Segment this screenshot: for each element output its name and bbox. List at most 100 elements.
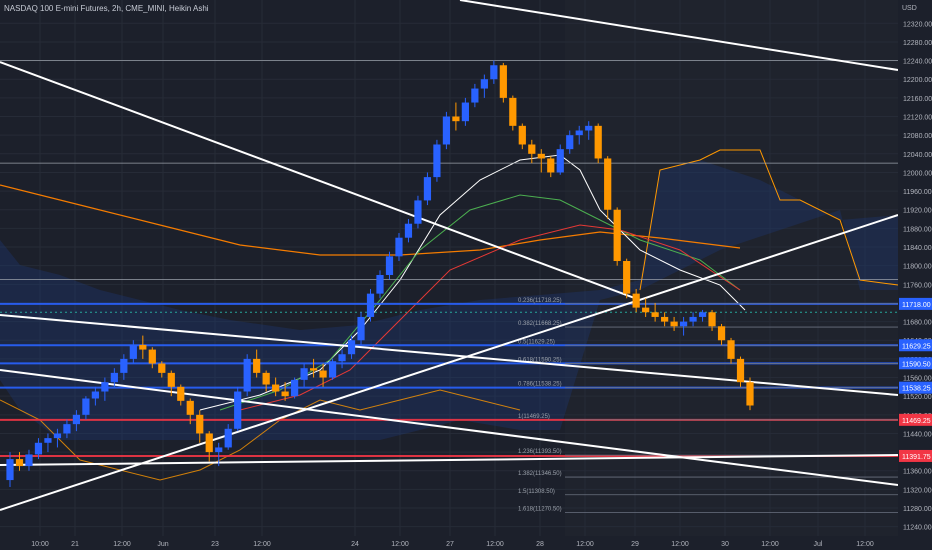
time-tick: 28: [536, 541, 544, 548]
time-tick: 12:00: [391, 541, 409, 548]
trend-line: [459, 0, 899, 71]
price-badge: [899, 449, 932, 462]
fib-label: 1.618(11270.50): [518, 506, 562, 512]
price-badge: [899, 413, 932, 426]
candle-body: [63, 424, 71, 434]
candle-body: [82, 398, 90, 415]
time-tick: 12:00: [671, 541, 689, 548]
candle-body: [537, 153, 545, 159]
candle-body: [281, 391, 289, 397]
candle-body: [404, 223, 413, 238]
candle-body: [613, 209, 621, 262]
price-badge-label: 11538.25: [902, 386, 931, 393]
price-badge: [899, 381, 932, 394]
candle-body: [196, 414, 204, 434]
cloud-top-line: [639, 149, 899, 291]
time-tick: Jun: [157, 541, 168, 548]
time-tick: 12:00: [576, 541, 594, 548]
price-tick: 11920.00: [903, 208, 932, 215]
candle-body: [442, 116, 451, 145]
ichimoku-cloud: [0, 160, 898, 440]
candle-body: [224, 428, 232, 448]
price-tick: 12160.00: [903, 96, 932, 103]
price-tick: 11520.00: [903, 394, 932, 401]
trend-line: [0, 369, 899, 486]
future-region-shade: [565, 0, 898, 536]
candle-body: [300, 368, 308, 380]
price-tick: 12280.00: [903, 40, 932, 47]
candle-body: [243, 358, 251, 392]
candle-body: [499, 65, 507, 98]
candle-body: [205, 433, 213, 453]
candle-body: [661, 316, 669, 322]
fib-label: 1.382(11346.50): [518, 471, 562, 477]
time-tick: 30: [721, 541, 729, 548]
candle-body: [262, 372, 270, 385]
chart-title: NASDAQ 100 E-mini Futures, 2h, CME_MINI,…: [4, 4, 209, 13]
price-tick: 11440.00: [903, 431, 932, 438]
time-tick: 29: [631, 541, 639, 548]
green-ma-line: [219, 194, 741, 411]
candle-body: [44, 438, 52, 443]
candle-body: [490, 65, 498, 80]
price-tick: 11840.00: [903, 245, 932, 252]
chart-style-label: Heikin Ashi: [168, 4, 209, 13]
candle-body: [651, 312, 659, 317]
candle-body: [234, 391, 242, 429]
fib-label: 1.5(11308.50): [518, 489, 555, 495]
price-badge: [899, 339, 932, 352]
price-tick: 11760.00: [903, 282, 932, 289]
price-tick: 11560.00: [903, 376, 932, 383]
price-tick: 12080.00: [903, 133, 932, 140]
price-badge-label: 11590.50: [902, 361, 931, 368]
time-tick: 10:00: [31, 541, 49, 548]
candle-body: [148, 349, 156, 364]
time-tick: Jul: [814, 541, 823, 548]
candle-body: [34, 442, 43, 455]
candle-body: [528, 144, 536, 154]
candle-body: [642, 307, 650, 313]
price-tick: 11360.00: [903, 469, 932, 476]
price-tick: 11680.00: [903, 320, 932, 327]
fib-levels: 0.236(11718.25) 0.382(11668.25) 0.5(11629.…: [518, 298, 898, 513]
trend-line: [0, 314, 899, 396]
candle-body: [177, 386, 185, 401]
price-tick: 12120.00: [903, 115, 932, 122]
candle-body: [452, 116, 460, 122]
candle-body: [480, 79, 488, 89]
candle-body: [53, 433, 62, 439]
candle-body: [291, 379, 299, 397]
candle-body: [575, 130, 583, 136]
candle-body: [423, 177, 432, 201]
trend-line: [0, 214, 899, 511]
price-tick: 11880.00: [903, 226, 932, 233]
price-tick: 11320.00: [903, 487, 932, 494]
price-tick: 11240.00: [903, 525, 932, 532]
price-tick: 11800.00: [903, 264, 932, 271]
candle-body: [746, 382, 754, 406]
price-badge-label: 11469.25: [902, 418, 931, 425]
candle-body: [139, 344, 147, 350]
time-tick: 12:00: [253, 541, 271, 548]
candle-body: [623, 261, 631, 294]
time-tick: 12:00: [761, 541, 779, 548]
candle-body: [319, 370, 327, 378]
symbol-name: NASDAQ 100 E-mini Futures: [4, 4, 108, 13]
fib-label: 0.5(11629.25): [518, 339, 555, 345]
candle-body: [461, 102, 469, 122]
candle-body: [518, 125, 526, 145]
candle-body: [347, 340, 356, 355]
price-tick: 12040.00: [903, 152, 932, 159]
price-tick: 12320.00: [903, 21, 932, 28]
candle-body: [376, 274, 384, 294]
candle-body: [566, 135, 574, 150]
candle-body: [385, 256, 394, 275]
candle-body: [253, 358, 261, 373]
fib-label: 0.786(11538.25): [518, 382, 562, 388]
price-badge: [899, 297, 932, 310]
candle-body: [120, 358, 128, 373]
candle-body: [395, 237, 403, 257]
time-tick: 23: [211, 541, 219, 548]
